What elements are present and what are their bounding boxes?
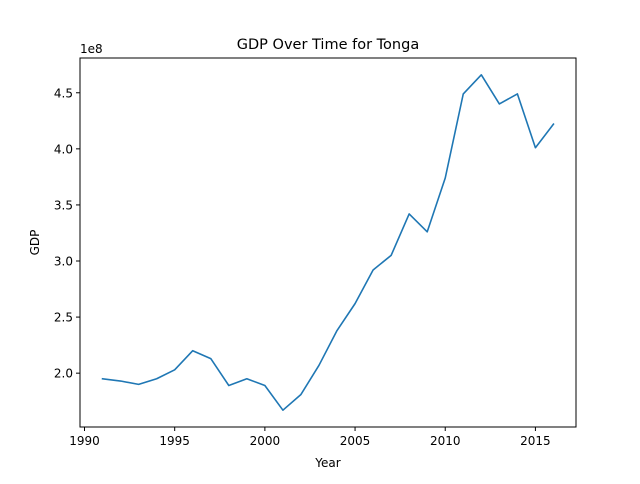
x-tick-label: 2005 <box>340 434 371 448</box>
y-axis-offset-label: 1e8 <box>80 42 103 56</box>
x-axis-ticks: 1990 1995 2000 2005 2010 2015 <box>69 427 551 448</box>
gdp-series-line <box>101 74 555 411</box>
x-tick-label: 1995 <box>159 434 190 448</box>
x-tick-label: 1990 <box>69 434 100 448</box>
y-tick-label: 4.0 <box>54 142 73 156</box>
x-tick-label: 2015 <box>520 434 551 448</box>
x-tick-label: 2010 <box>430 434 461 448</box>
y-tick-label: 3.5 <box>54 198 73 212</box>
y-axis-ticks: 2.0 2.5 3.0 3.5 4.0 4.5 <box>54 86 80 381</box>
chart-title: GDP Over Time for Tonga <box>237 37 419 53</box>
y-tick-label: 2.5 <box>54 311 73 325</box>
y-axis-label: GDP <box>28 230 42 256</box>
y-tick-label: 4.5 <box>54 86 73 100</box>
axes-frame <box>79 57 577 428</box>
x-axis-label: Year <box>314 456 340 470</box>
y-tick-label: 3.0 <box>54 255 73 269</box>
x-tick-label: 2000 <box>250 434 281 448</box>
y-tick-label: 2.0 <box>54 367 73 381</box>
